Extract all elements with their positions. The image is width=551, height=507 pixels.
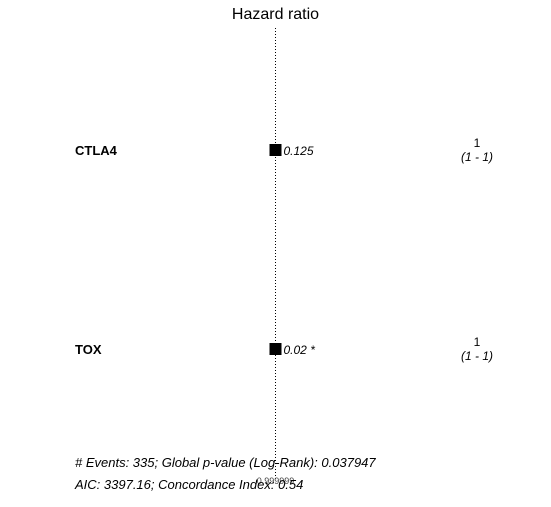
n-label: 1: [474, 335, 481, 349]
ci-label: (1 - 1): [461, 349, 493, 363]
x-tick-label: 0.999999: [257, 476, 295, 486]
footer-aic: AIC: 3397.16; Concordance Index: 0.54: [75, 477, 304, 492]
ci-label: (1 - 1): [461, 150, 493, 164]
footer-events: # Events: 335; Global p-value (Log-Rank)…: [75, 455, 376, 470]
variable-label: TOX: [75, 342, 102, 357]
hr-point: [269, 144, 282, 156]
n-label: 1: [474, 136, 481, 150]
p-value-label: 0.125: [284, 144, 314, 158]
p-value-label: 0.02 *: [284, 343, 316, 357]
chart-title: Hazard ratio: [232, 6, 319, 23]
variable-label: CTLA4: [75, 143, 118, 158]
hr-point: [269, 343, 282, 355]
